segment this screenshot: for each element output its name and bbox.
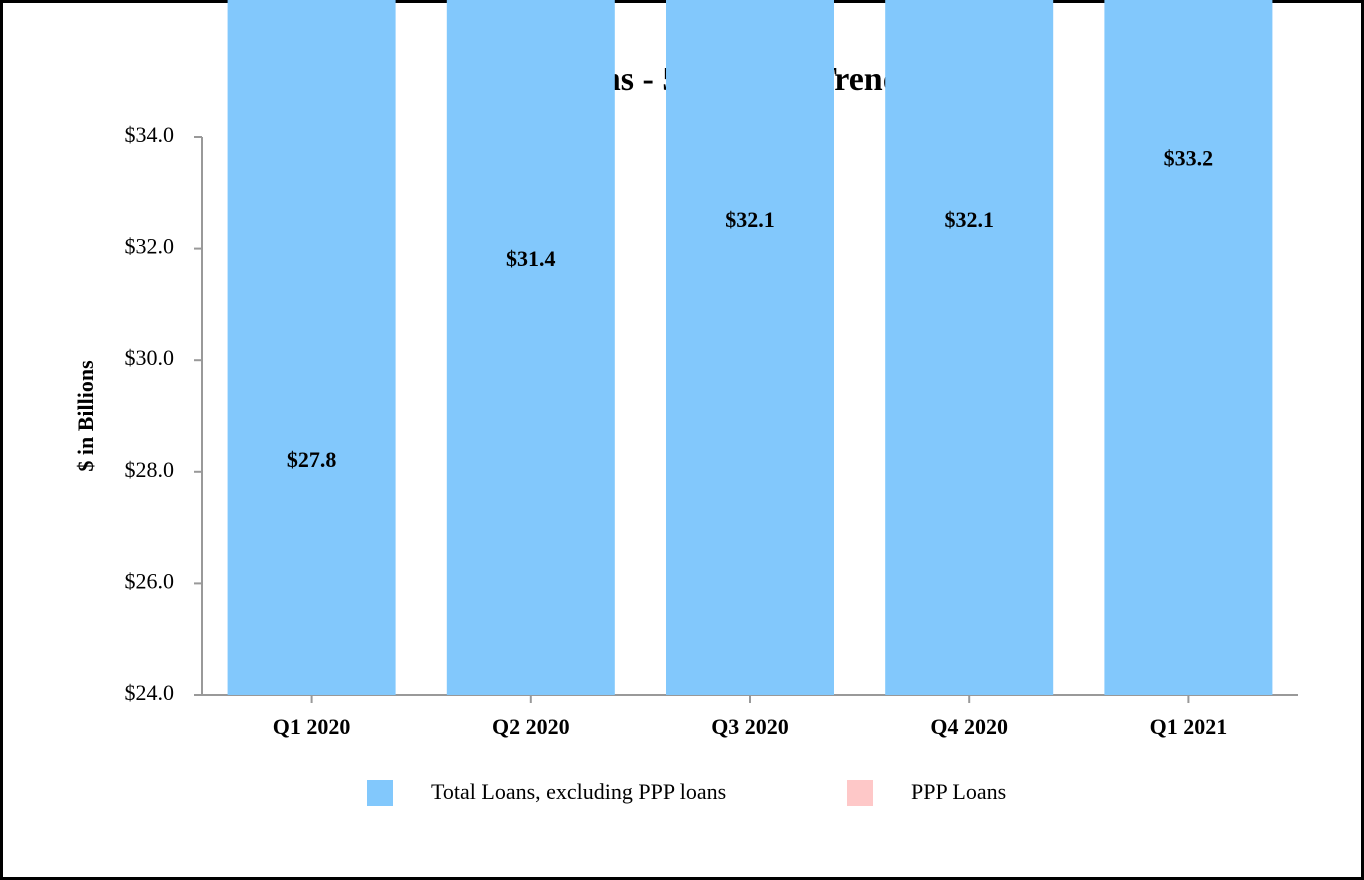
legend-label: Total Loans, excluding PPP loans — [431, 779, 726, 804]
total-label: $27.8 — [287, 447, 337, 472]
legend-swatch — [367, 780, 393, 806]
y-tick-label: $34.0 — [125, 122, 175, 147]
total-label: $32.1 — [944, 207, 994, 232]
y-tick-label: $32.0 — [125, 234, 175, 259]
x-tick-label: Q3 2020 — [711, 714, 789, 739]
total-label: $32.1 — [725, 207, 775, 232]
bar-segment — [227, 0, 396, 695]
y-tick-label: $28.0 — [125, 457, 175, 482]
total-label: $33.2 — [1164, 146, 1214, 171]
y-tick-label: $26.0 — [125, 568, 175, 593]
y-axis-title: $ in Billions — [73, 360, 98, 472]
x-tick-label: Q2 2020 — [492, 714, 570, 739]
legend-swatch — [847, 780, 873, 806]
x-tick-label: Q1 2021 — [1150, 714, 1228, 739]
bar-segment — [446, 0, 615, 695]
x-tick-label: Q1 2020 — [273, 714, 351, 739]
total-label: $31.4 — [506, 246, 556, 271]
bar-segment — [666, 0, 834, 695]
legend-label: PPP Loans — [911, 779, 1006, 804]
y-tick-label: $24.0 — [125, 680, 175, 705]
bar-segment — [885, 0, 1054, 695]
y-tick-label: $30.0 — [125, 345, 175, 370]
bar-segment — [1104, 0, 1273, 696]
x-tick-label: Q4 2020 — [930, 714, 1008, 739]
